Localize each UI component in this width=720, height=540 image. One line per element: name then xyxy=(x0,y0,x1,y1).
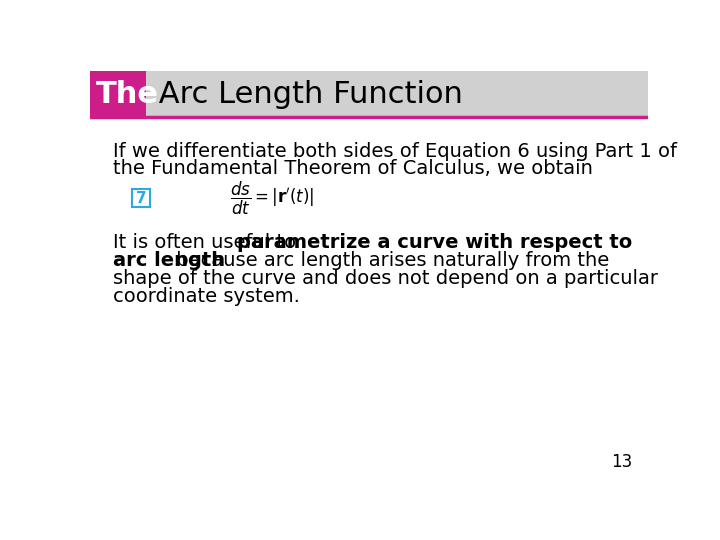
Text: shape of the curve and does not depend on a particular: shape of the curve and does not depend o… xyxy=(113,269,658,288)
Text: because arc length arises naturally from the: because arc length arises naturally from… xyxy=(170,251,609,270)
Text: Arc Length Function: Arc Length Function xyxy=(149,79,463,109)
Text: $\dfrac{ds}{dt} = |\mathbf{r}'(t)|$: $\dfrac{ds}{dt} = |\mathbf{r}'(t)|$ xyxy=(230,179,314,217)
Text: coordinate system.: coordinate system. xyxy=(113,287,300,306)
Text: arc length: arc length xyxy=(113,251,225,270)
Text: The: The xyxy=(96,79,159,109)
FancyBboxPatch shape xyxy=(132,189,150,207)
Text: 13: 13 xyxy=(611,454,632,471)
Text: If we differentiate both sides of Equation 6 using Part 1 of: If we differentiate both sides of Equati… xyxy=(113,142,678,161)
Text: parametrize a curve with respect to: parametrize a curve with respect to xyxy=(238,233,633,252)
Text: the Fundamental Theorem of Calculus, we obtain: the Fundamental Theorem of Calculus, we … xyxy=(113,159,593,178)
FancyBboxPatch shape xyxy=(90,71,648,116)
Text: It is often useful to: It is often useful to xyxy=(113,233,302,252)
Text: 7: 7 xyxy=(136,191,146,206)
FancyBboxPatch shape xyxy=(90,71,145,116)
